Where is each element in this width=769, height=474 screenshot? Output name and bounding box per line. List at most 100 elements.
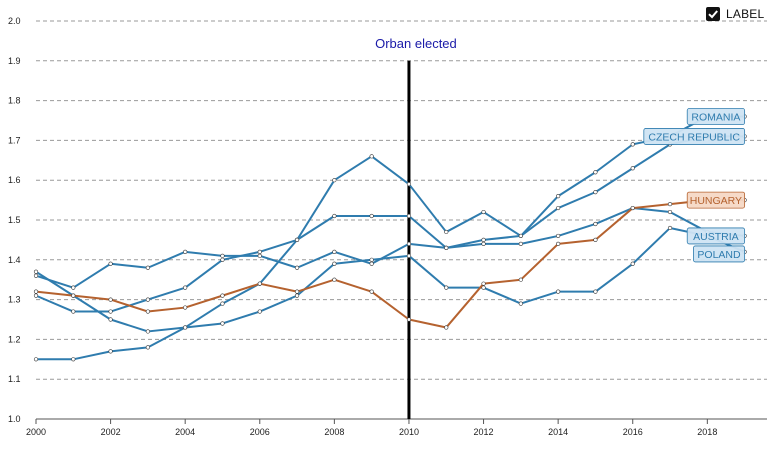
label-text: HUNGARY bbox=[690, 195, 742, 207]
series-line bbox=[35, 115, 745, 313]
y-tick-label: 1.3 bbox=[8, 295, 21, 305]
data-point bbox=[71, 357, 76, 362]
data-point bbox=[183, 285, 188, 290]
data-point bbox=[145, 265, 150, 270]
series-austria bbox=[33, 205, 747, 290]
data-point bbox=[108, 297, 113, 302]
data-point bbox=[593, 190, 598, 195]
data-point bbox=[33, 269, 39, 274]
data-point bbox=[667, 209, 673, 215]
data-point bbox=[481, 209, 486, 215]
data-point bbox=[220, 293, 225, 298]
data-point bbox=[406, 253, 412, 258]
data-point bbox=[220, 253, 225, 258]
label-text: AUSTRIA bbox=[693, 231, 739, 243]
data-point bbox=[556, 194, 561, 199]
data-point bbox=[220, 301, 225, 306]
data-point bbox=[593, 237, 598, 242]
data-point bbox=[518, 301, 523, 306]
series-hungary bbox=[33, 198, 747, 330]
series-poland bbox=[33, 225, 747, 334]
series-end-labels[interactable]: ROMANIA CZECH REPUBLIC HUNGARY AUSTRIA POLAN… bbox=[643, 108, 746, 263]
label-box bbox=[686, 227, 746, 245]
label-text: POLAND bbox=[697, 249, 741, 261]
data-point bbox=[108, 317, 113, 322]
series-line bbox=[36, 135, 745, 361]
label-box bbox=[643, 128, 746, 145]
data-point bbox=[518, 233, 523, 239]
label-romania[interactable]: ROMANIA bbox=[686, 108, 746, 125]
data-point bbox=[33, 273, 39, 278]
series-line bbox=[35, 226, 746, 333]
x-tick-label: 2018 bbox=[697, 427, 717, 437]
data-point bbox=[71, 285, 76, 290]
x-tick-label: 2008 bbox=[324, 427, 344, 437]
data-point bbox=[33, 357, 39, 362]
data-point bbox=[481, 241, 486, 246]
data-point bbox=[593, 289, 598, 294]
data-point bbox=[630, 261, 635, 266]
data-point bbox=[220, 321, 225, 326]
annotation-text: Orban elected bbox=[375, 36, 457, 51]
label-box bbox=[686, 108, 746, 125]
data-point bbox=[257, 281, 262, 286]
data-point bbox=[444, 325, 449, 330]
data-point bbox=[518, 277, 523, 282]
data-point bbox=[108, 349, 113, 354]
data-point bbox=[593, 221, 598, 227]
data-point bbox=[518, 241, 523, 246]
data-point bbox=[294, 265, 300, 270]
label-toggle-text: LABEL bbox=[726, 7, 765, 21]
data-point bbox=[369, 289, 374, 294]
data-point bbox=[332, 261, 337, 266]
data-point bbox=[630, 166, 635, 171]
y-tick-label: 1.4 bbox=[8, 255, 21, 265]
y-tick-label: 1.6 bbox=[8, 175, 21, 185]
y-tick-label: 1.0 bbox=[8, 414, 21, 424]
y-tick-label: 1.7 bbox=[8, 135, 21, 145]
label-box bbox=[686, 191, 746, 209]
data-point bbox=[332, 213, 337, 219]
label-text: ROMANIA bbox=[691, 112, 740, 124]
label-box bbox=[693, 245, 746, 263]
data-point bbox=[108, 261, 113, 266]
data-point bbox=[630, 142, 635, 147]
data-point bbox=[406, 317, 412, 322]
label-toggle[interactable]: LABEL bbox=[706, 5, 764, 23]
data-point bbox=[406, 213, 412, 219]
y-tick-label: 1.5 bbox=[8, 215, 21, 225]
data-point bbox=[294, 289, 300, 294]
y-tick-label: 1.2 bbox=[8, 334, 21, 344]
series-romania bbox=[33, 114, 747, 314]
checkmark-icon bbox=[708, 10, 718, 19]
data-point bbox=[294, 293, 300, 298]
label-text: CZECH REPUBLIC bbox=[648, 131, 740, 143]
grid-lines bbox=[36, 20, 767, 420]
data-point bbox=[332, 277, 337, 282]
label-poland[interactable]: POLAND bbox=[693, 245, 746, 263]
data-point bbox=[183, 305, 188, 310]
label-austria[interactable]: AUSTRIA bbox=[686, 227, 746, 245]
label-checkbox[interactable] bbox=[706, 7, 720, 21]
data-point bbox=[444, 229, 449, 235]
label-hungary[interactable]: HUNGARY bbox=[686, 191, 746, 209]
x-tick-label: 2010 bbox=[399, 427, 419, 437]
data-point bbox=[556, 289, 561, 294]
label-czech-republic[interactable]: CZECH REPUBLIC bbox=[643, 128, 746, 145]
data-point bbox=[556, 233, 561, 239]
data-point bbox=[145, 345, 150, 350]
data-point bbox=[369, 257, 374, 262]
x-tick-label: 2014 bbox=[548, 427, 568, 437]
data-point bbox=[145, 329, 150, 334]
x-tick-label: 2000 bbox=[26, 427, 46, 437]
x-tick-label: 2004 bbox=[175, 427, 195, 437]
data-point bbox=[145, 309, 150, 314]
data-point bbox=[369, 261, 374, 266]
data-point bbox=[667, 225, 673, 231]
data-point bbox=[481, 237, 486, 242]
y-tick-label: 1.8 bbox=[8, 96, 21, 106]
y-axis-tick-labels: 1.0 1.1 1.2 1.3 1.4 1.5 1.6 1.7 1.8 1.9 2.0 bbox=[8, 16, 21, 424]
data-point bbox=[556, 205, 561, 211]
x-tick-label: 2012 bbox=[474, 427, 494, 437]
